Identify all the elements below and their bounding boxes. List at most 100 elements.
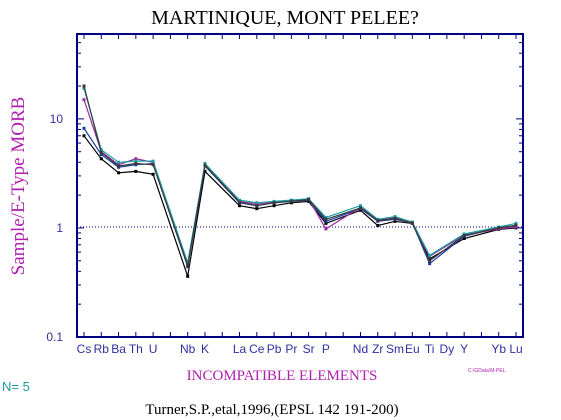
data-point-cs — [82, 134, 86, 138]
data-point-p — [324, 217, 328, 221]
data-point-cs — [82, 87, 86, 90]
data-point-lu — [514, 223, 518, 227]
x-tick-label-zr: Zr — [372, 342, 383, 356]
data-point-y — [462, 234, 466, 238]
data-point-ce — [255, 204, 259, 208]
data-point-k — [203, 162, 207, 165]
data-point-y — [462, 232, 466, 236]
data-point-pb — [272, 201, 276, 205]
series-line-4 — [83, 88, 517, 263]
data-point-yb — [497, 226, 501, 230]
series-line-1 — [83, 135, 517, 277]
y-tick-label: 0.1 — [46, 330, 63, 344]
data-point-rb — [99, 157, 103, 161]
sample-count: N= 5 — [2, 379, 30, 394]
data-point-sm — [393, 219, 397, 223]
x-axis-label: INCOMPATIBLE ELEMENTS — [187, 368, 378, 384]
data-point-la — [238, 198, 241, 202]
data-point-eu — [410, 221, 414, 225]
data-point-pr — [289, 199, 293, 203]
data-point-pb — [272, 204, 276, 208]
data-point-la — [238, 200, 241, 204]
data-point-lu — [514, 221, 518, 225]
data-point-th — [134, 159, 138, 163]
x-tick-label-y: Y — [460, 342, 468, 356]
x-tick-label-cs: Cs — [77, 342, 92, 356]
data-point-ti — [428, 259, 432, 263]
y-axis-label: Sample/E-Type MORB — [8, 97, 29, 276]
x-tick-label-la: La — [233, 342, 247, 356]
data-point-ba — [117, 164, 121, 168]
series-line-2 — [83, 127, 517, 267]
data-point-ba — [117, 160, 121, 164]
data-point-nd — [359, 204, 362, 208]
data-point-nd — [359, 208, 362, 212]
x-tick-label-k: K — [201, 342, 209, 356]
file-reference: C:\GData\M-PEL — [468, 368, 506, 374]
x-tick-label-dy: Dy — [440, 342, 455, 356]
data-point-lu — [514, 225, 518, 229]
data-point-ba — [117, 171, 121, 175]
data-point-rb — [99, 148, 103, 152]
data-point-zr — [376, 219, 380, 222]
data-point-nd — [359, 206, 362, 210]
data-point-u — [151, 159, 155, 163]
x-tick-label-ba: Ba — [111, 342, 126, 356]
series-line-5 — [83, 85, 517, 266]
data-point-cs — [82, 98, 86, 102]
y-tick-label: 10 — [50, 112, 64, 126]
citation: Turner,S.P.,etal,1996,(EPSL 142 191-200) — [145, 402, 398, 418]
data-point-ce — [255, 207, 259, 211]
x-tick-label-yb: Yb — [491, 342, 506, 356]
x-tick-label-u: U — [149, 342, 158, 356]
chart-title: MARTINIQUE, MONT PELEE? — [151, 7, 419, 29]
x-tick-label-pb: Pb — [267, 342, 282, 356]
data-point-y — [462, 237, 466, 240]
y-tick-label: 1 — [56, 221, 63, 235]
x-tick-label-p: P — [322, 342, 330, 356]
x-tick-label-sr: Sr — [303, 342, 315, 356]
x-tick-label-nd: Nd — [353, 342, 368, 356]
data-point-sm — [393, 217, 397, 220]
data-point-k — [203, 163, 207, 167]
x-tick-label-nb: Nb — [180, 342, 196, 356]
series-line-3 — [83, 99, 517, 265]
x-tick-label-ti: Ti — [425, 342, 435, 356]
data-point-u — [151, 172, 155, 176]
x-tick-label-rb: Rb — [94, 342, 110, 356]
data-point-cs — [82, 84, 86, 88]
data-point-th — [134, 157, 138, 161]
x-tick-label-lu: Lu — [509, 342, 522, 356]
plot-frame — [76, 33, 524, 338]
data-point-ti — [428, 262, 432, 266]
data-point-ti — [428, 253, 432, 257]
data-point-nb — [186, 264, 190, 268]
x-tick-label-th: Th — [129, 342, 143, 356]
data-point-rb — [99, 151, 103, 155]
data-point-p — [324, 221, 328, 225]
x-tick-label-sm: Sm — [386, 342, 404, 356]
data-point-p — [324, 215, 328, 219]
data-point-th — [134, 169, 138, 173]
data-point-u — [151, 163, 155, 167]
data-point-ti — [428, 257, 432, 261]
data-point-k — [203, 169, 207, 173]
data-point-p — [324, 227, 328, 231]
data-point-sm — [393, 215, 397, 219]
x-axis: Cs Rb Ba Th U Nb K La Ce Pb Pr Sr P Nd Zr Sm Eu Ti Dy Y Yb Lu — [77, 34, 523, 356]
series-layer — [82, 84, 518, 278]
data-point-ce — [255, 201, 259, 205]
data-point-la — [238, 204, 241, 208]
data-point-rb — [99, 153, 103, 157]
data-point-th — [134, 162, 138, 165]
x-tick-label-pr: Pr — [285, 342, 297, 356]
x-tick-label-eu: Eu — [405, 342, 420, 356]
data-point-nb — [186, 274, 190, 278]
data-point-zr — [376, 224, 380, 228]
data-point-cs — [82, 126, 86, 130]
data-point-sr — [307, 198, 311, 202]
data-point-p — [324, 219, 328, 223]
y-axis: 0.1 1 10 — [46, 33, 523, 344]
x-tick-label-ce: Ce — [249, 342, 265, 356]
